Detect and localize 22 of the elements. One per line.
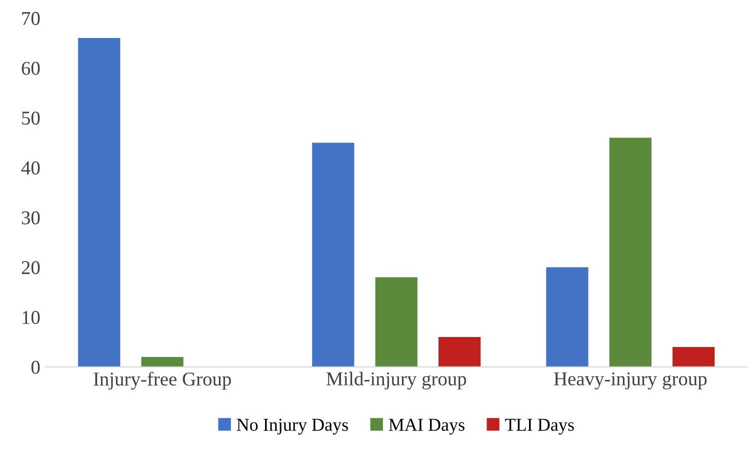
y-tick-label: 0 xyxy=(31,360,40,374)
legend-label: No Injury Days xyxy=(236,418,348,435)
y-tick-label: 10 xyxy=(22,310,40,324)
bar xyxy=(312,142,354,367)
legend-label: MAI Days xyxy=(388,418,464,435)
x-tick-label: Mild-injury group xyxy=(326,372,466,390)
y-tick-label: 40 xyxy=(21,161,40,175)
bar xyxy=(141,356,184,367)
bar xyxy=(78,38,120,367)
y-tick-label: 60 xyxy=(22,62,40,75)
y-tick-label: 50 xyxy=(22,112,40,125)
y-tick-label: 30 xyxy=(22,211,40,224)
legend-label: TLI Days xyxy=(505,418,574,435)
bar xyxy=(375,277,418,367)
x-tick-label: Heavy-injury group xyxy=(554,372,707,390)
bar xyxy=(609,138,652,367)
x-tick-label: Injury-free Group xyxy=(94,372,231,390)
bar xyxy=(438,337,481,367)
y-tick-label: 20 xyxy=(22,261,40,274)
bar xyxy=(546,267,588,367)
bar xyxy=(672,347,715,367)
y-tick-label: 70 xyxy=(22,12,40,26)
